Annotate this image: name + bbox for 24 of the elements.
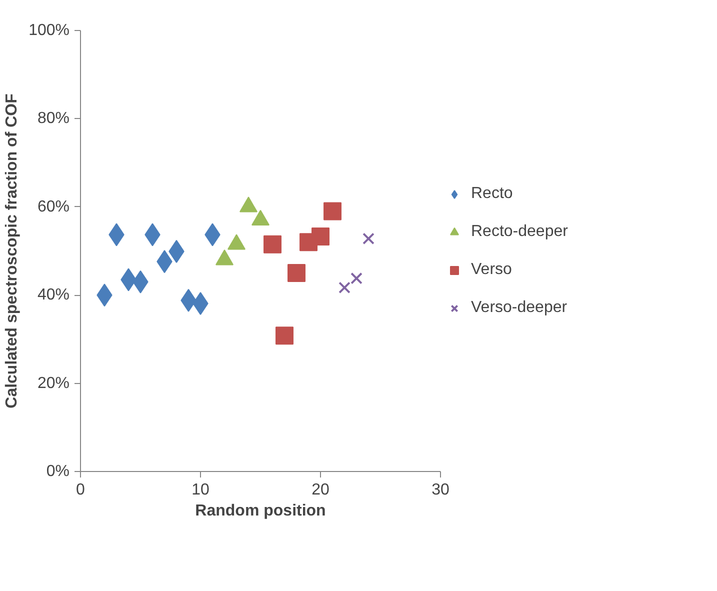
point (324, 202, 342, 220)
y-tick-label: 80% (37, 110, 70, 128)
point (350, 272, 362, 284)
legend-label: Verso (471, 260, 512, 278)
point (288, 264, 306, 282)
legend-label: Recto-deeper (471, 222, 568, 240)
legend-label: Recto (471, 184, 513, 202)
point (276, 326, 294, 345)
point (312, 227, 330, 246)
y-axis-title: Calculated spectroscopic fraction of COF (4, 93, 21, 408)
y-tick-label: 20% (37, 374, 70, 392)
point (362, 232, 374, 245)
y-tick-label: 60% (37, 198, 70, 216)
y-tick-label: 40% (37, 286, 70, 304)
x-tick-label: 0 (76, 482, 86, 498)
x-axis-title: Random position (195, 502, 326, 520)
point (264, 235, 282, 254)
x-tick-label: 10 (192, 482, 210, 498)
x-tick-label: 20 (312, 482, 330, 498)
y-tick-label: 100% (28, 22, 70, 39)
y-tick-label: 0% (46, 463, 70, 480)
x-tick-label: 30 (432, 482, 450, 498)
legend-label: Verso-deeper (471, 298, 568, 316)
point (338, 282, 350, 294)
